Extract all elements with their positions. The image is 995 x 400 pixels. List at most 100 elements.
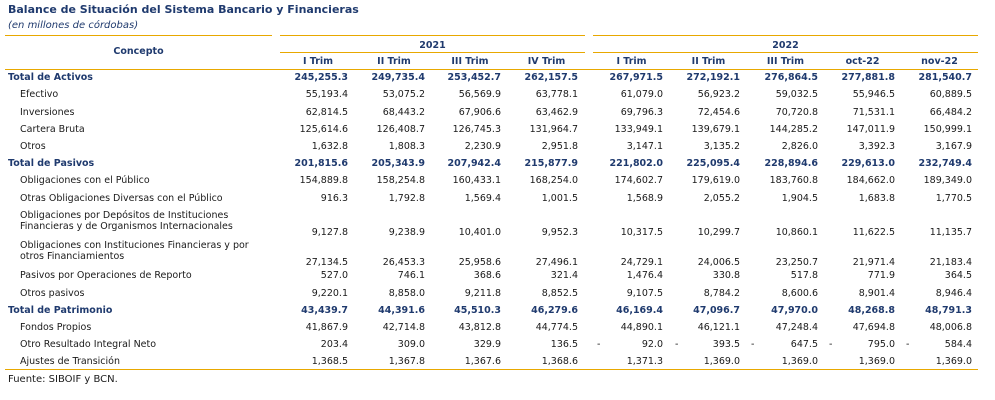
row-value: 8,852.5 bbox=[541, 288, 578, 299]
row-value: 9,211.8 bbox=[464, 288, 501, 299]
row-label: Obligaciones con el Público bbox=[20, 175, 150, 186]
row-value: 25,958.6 bbox=[458, 257, 501, 268]
row-value: 44,391.6 bbox=[378, 305, 425, 316]
row-value: 249,735.4 bbox=[371, 72, 426, 83]
row-value: 53,075.2 bbox=[382, 89, 425, 100]
row-value: 1,904.5 bbox=[781, 193, 818, 204]
row-value: 55,946.5 bbox=[852, 89, 895, 100]
row-value: 48,006.8 bbox=[929, 322, 972, 333]
row-label: Otras Obligaciones Diversas con el Públi… bbox=[20, 193, 223, 204]
row-value: 8,784.2 bbox=[703, 288, 740, 299]
row-value: 9,238.9 bbox=[388, 227, 425, 238]
row-value: 10,299.7 bbox=[697, 227, 740, 238]
row-value: 1,369.0 bbox=[703, 356, 740, 367]
row-value: 9,127.8 bbox=[311, 227, 348, 238]
row-value: 267,971.5 bbox=[609, 72, 664, 83]
row-value: 47,970.0 bbox=[771, 305, 818, 316]
row-value: 1,770.5 bbox=[935, 193, 972, 204]
row-value: 309.0 bbox=[397, 339, 425, 350]
row-value: 43,439.7 bbox=[301, 305, 348, 316]
row-value: 1,001.5 bbox=[541, 193, 578, 204]
negative-sign: - bbox=[751, 339, 755, 350]
row-value: 63,778.1 bbox=[535, 89, 578, 100]
row-value: 368.6 bbox=[473, 270, 501, 281]
row-label: Total de Pasivos bbox=[8, 158, 95, 169]
row-value: 3,135.2 bbox=[703, 141, 740, 152]
header-period-2022-nov: nov-22 bbox=[921, 56, 958, 67]
row-value: 23,250.7 bbox=[775, 257, 818, 268]
row-value: 2,951.8 bbox=[541, 141, 578, 152]
row-value: 262,157.5 bbox=[524, 72, 579, 83]
row-value: 9,107.5 bbox=[626, 288, 663, 299]
row-value: 27,496.1 bbox=[535, 257, 578, 268]
negative-sign: - bbox=[829, 339, 833, 350]
header-year-2022: 2022 bbox=[772, 40, 799, 51]
row-value: 27,134.5 bbox=[305, 257, 348, 268]
row-value: 232,749.4 bbox=[918, 158, 973, 169]
row-value: 11,622.5 bbox=[852, 227, 895, 238]
row-value: 584.4 bbox=[944, 339, 972, 350]
row-value: 70,720.8 bbox=[775, 107, 818, 118]
row-value: 56,569.9 bbox=[458, 89, 501, 100]
row-value: 364.5 bbox=[944, 270, 972, 281]
row-value: 47,694.8 bbox=[852, 322, 895, 333]
row-value: 245,255.3 bbox=[294, 72, 349, 83]
row-value: 1,792.8 bbox=[388, 193, 425, 204]
row-value: 60,889.5 bbox=[929, 89, 972, 100]
row-label: Otro Resultado Integral Neto bbox=[20, 339, 157, 350]
row-value: 26,453.3 bbox=[382, 257, 425, 268]
negative-sign: - bbox=[906, 339, 910, 350]
row-value: 9,220.1 bbox=[311, 288, 348, 299]
row-label: Otros bbox=[20, 141, 46, 152]
row-label: Total de Activos bbox=[8, 72, 93, 83]
row-value: 24,006.5 bbox=[697, 257, 740, 268]
row-value: 72,454.6 bbox=[697, 107, 740, 118]
header-year-2021: 2021 bbox=[419, 40, 446, 51]
row-label: Ajustes de Transición bbox=[20, 356, 120, 367]
source-note: Fuente: SIBOIF y BCN. bbox=[8, 374, 118, 385]
row-value: 771.9 bbox=[867, 270, 895, 281]
row-value: 1,632.8 bbox=[311, 141, 348, 152]
row-value: 329.9 bbox=[473, 339, 501, 350]
row-value: 41,867.9 bbox=[305, 322, 348, 333]
header-period-2021-q2: II Trim bbox=[377, 56, 411, 67]
row-value: 205,343.9 bbox=[371, 158, 426, 169]
year-2022-underline bbox=[593, 52, 978, 53]
row-value: 228,894.6 bbox=[764, 158, 819, 169]
row-value: 1,476.4 bbox=[626, 270, 663, 281]
header-period-2022-q2: II Trim bbox=[691, 56, 726, 67]
row-value: 125,614.6 bbox=[299, 124, 348, 135]
row-value: 47,248.4 bbox=[775, 322, 818, 333]
table-bottom-line bbox=[5, 369, 978, 370]
header-top-line-concept bbox=[5, 35, 272, 36]
row-value: 45,510.3 bbox=[454, 305, 501, 316]
row-value: 1,683.8 bbox=[858, 193, 895, 204]
row-value: 154,889.8 bbox=[299, 175, 348, 186]
row-value: 61,079.0 bbox=[620, 89, 663, 100]
row-value: 183,760.8 bbox=[769, 175, 818, 186]
header-bottom-line bbox=[5, 69, 978, 70]
row-value: 56,923.2 bbox=[697, 89, 740, 100]
year-2021-underline bbox=[280, 52, 585, 53]
row-value: 272,192.1 bbox=[686, 72, 741, 83]
row-value: 10,401.0 bbox=[458, 227, 501, 238]
row-value: 517.8 bbox=[790, 270, 818, 281]
row-value: 207,942.4 bbox=[447, 158, 502, 169]
row-value: 8,600.6 bbox=[781, 288, 818, 299]
header-period-2022-oct: oct-22 bbox=[845, 56, 880, 67]
row-value: 92.0 bbox=[641, 339, 663, 350]
row-value: 2,230.9 bbox=[464, 141, 501, 152]
negative-sign: - bbox=[597, 339, 601, 350]
row-value: 48,268.8 bbox=[848, 305, 895, 316]
row-value: 68,443.2 bbox=[382, 107, 425, 118]
header-period-2022-q1: I Trim bbox=[616, 56, 647, 67]
row-value: 55,193.4 bbox=[305, 89, 348, 100]
row-value: 276,864.5 bbox=[764, 72, 819, 83]
row-label: Efectivo bbox=[20, 89, 59, 100]
row-value: 221,802.0 bbox=[609, 158, 664, 169]
row-value: 2,826.0 bbox=[781, 141, 818, 152]
row-label: Inversiones bbox=[20, 107, 75, 118]
row-value: 1,367.8 bbox=[388, 356, 425, 367]
row-value: 147,011.9 bbox=[846, 124, 895, 135]
row-value: 46,121.1 bbox=[697, 322, 740, 333]
